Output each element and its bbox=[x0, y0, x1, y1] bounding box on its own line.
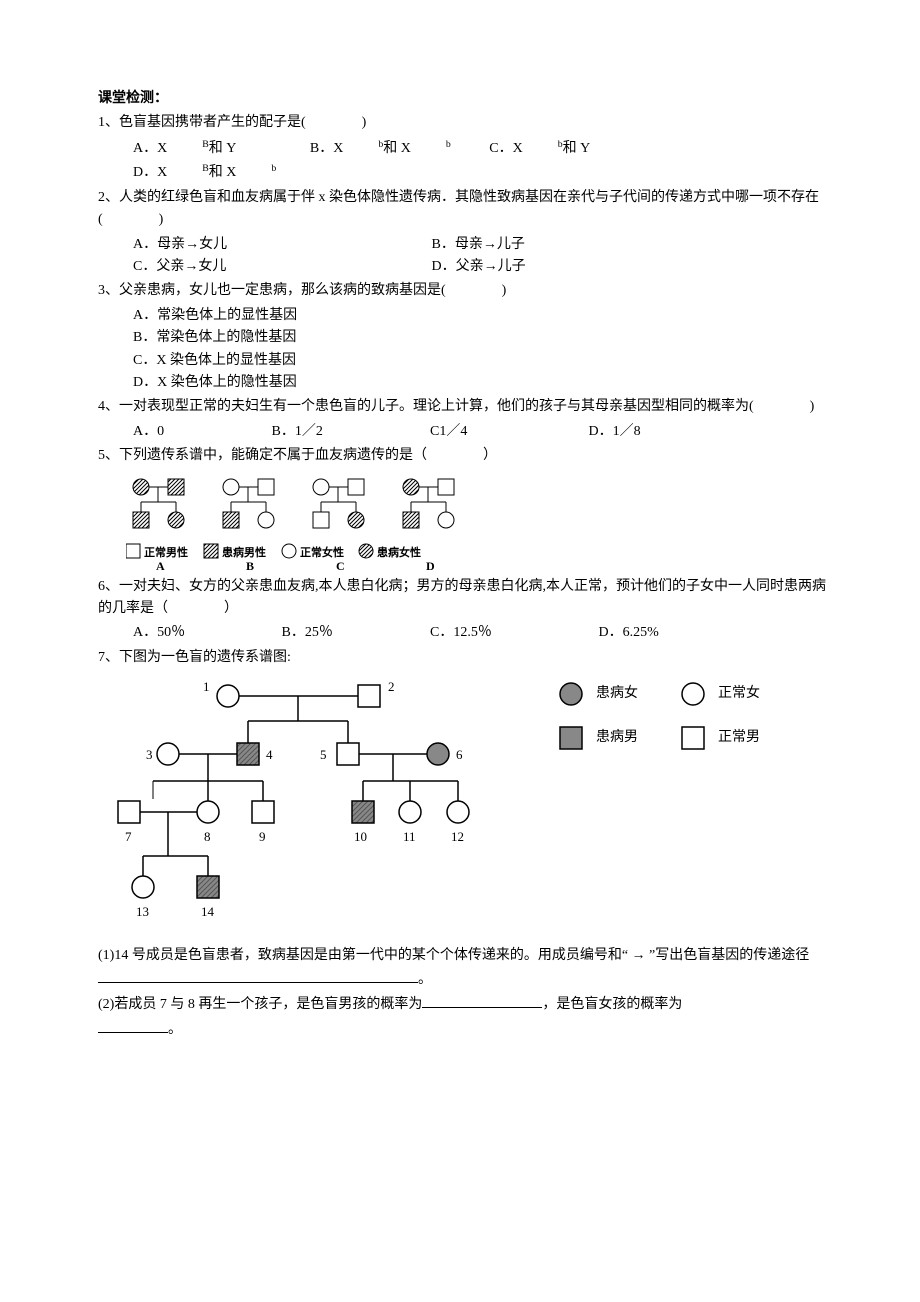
q7-legend: 患病女 正常女 患病男 正常男 bbox=[558, 671, 760, 751]
q2-optA: A．母亲→女儿 bbox=[133, 234, 393, 256]
svg-text:13: 13 bbox=[136, 904, 149, 919]
q6-optA: A．50％ bbox=[133, 622, 243, 644]
q7-sub2-tail: 。 bbox=[98, 1018, 838, 1041]
q7-sub2: (2)若成员 7 与 8 再生一个孩子，是色盲男孩的概率为，是色盲女孩的概率为 bbox=[98, 993, 838, 1016]
q3-optA: A．常染色体上的显性基因 bbox=[98, 305, 838, 327]
q5-legend-am: 患病男性 bbox=[222, 545, 266, 559]
q7-figure-row: 1 2 3 4 5 6 bbox=[98, 671, 838, 931]
blank-line bbox=[98, 1018, 168, 1033]
svg-text:12: 12 bbox=[451, 829, 464, 844]
svg-text:6: 6 bbox=[456, 747, 463, 762]
q2-optC: C．父亲→女儿 bbox=[133, 256, 393, 278]
q3-optC: C．X 染色体上的显性基因 bbox=[98, 350, 838, 372]
q6-stem: 6、一对夫妇、女方的父亲患血友病,本人患白化病；男方的母亲患白化病,本人正常，预… bbox=[98, 576, 838, 621]
q3-stem: 3、父亲患病，女儿也一定患病，那么该病的致病基因是( ) bbox=[98, 280, 838, 302]
q6-optC: C．12.5％ bbox=[430, 622, 560, 644]
svg-text:9: 9 bbox=[259, 829, 266, 844]
q4-optD: D．1／8 bbox=[589, 421, 641, 443]
q7-legend-nm: 正常男 bbox=[718, 727, 760, 749]
svg-text:8: 8 bbox=[204, 829, 211, 844]
svg-text:5: 5 bbox=[320, 747, 327, 762]
q2-options-row2: C．父亲→女儿 D．父亲→儿子 bbox=[98, 256, 838, 278]
q4-optC: C1／4 bbox=[430, 421, 550, 443]
q1-stem: 1、色盲基因携带者产生的配子是( ) bbox=[98, 112, 838, 134]
svg-text:B: B bbox=[246, 559, 254, 572]
q4-options: A．0 B．1／2 C1／4 D．1／8 bbox=[98, 421, 838, 443]
q6-optD: D．6.25% bbox=[599, 622, 659, 644]
svg-text:1: 1 bbox=[203, 679, 210, 694]
q1-optB: B．Xb 和 Xb bbox=[310, 137, 451, 161]
q5-stem: 5、下列遗传系谱中，能确定不属于血友病遗传的是（ ） bbox=[98, 445, 838, 467]
q6-options: A．50％ B．25％ C．12.5％ D．6.25% bbox=[98, 622, 838, 644]
svg-text:2: 2 bbox=[388, 679, 395, 694]
q1-optC: C．Xb 和 Y bbox=[489, 137, 625, 161]
blank-line bbox=[98, 968, 418, 983]
q1-optA: A．XB 和 Y bbox=[133, 137, 271, 161]
section-heading: 课堂检测： bbox=[98, 88, 838, 110]
q4-optA: A．0 bbox=[133, 421, 233, 443]
q2-stem: 2、人类的红绿色盲和血友病属于伴 x 染色体隐性遗传病．其隐性致病基因在亲代与子… bbox=[98, 187, 838, 232]
svg-text:4: 4 bbox=[266, 747, 273, 762]
q7-legend-af: 患病女 bbox=[596, 683, 638, 705]
q7-sub1: (1)14 号成员是色盲患者，致病基因是由第一代中的某个个体传递来的。用成员编号… bbox=[98, 945, 838, 991]
q7-stem: 7、下图为一色盲的遗传系谱图: bbox=[98, 647, 838, 669]
q5-legend-nm: 正常男性 bbox=[144, 545, 188, 559]
q1-options: A．XB 和 Y B．Xb 和 Xb C．Xb 和 Y D．XB 和 Xb bbox=[98, 137, 838, 185]
svg-text:C: C bbox=[336, 559, 345, 572]
svg-text:A: A bbox=[156, 559, 165, 572]
svg-text:7: 7 bbox=[125, 829, 132, 844]
q4-optB: B．1／2 bbox=[272, 421, 392, 443]
svg-text:11: 11 bbox=[403, 829, 416, 844]
q7-pedigree-svg: 1 2 3 4 5 6 bbox=[98, 671, 528, 931]
q2-optD: D．父亲→儿子 bbox=[432, 256, 526, 278]
q6-optB: B．25％ bbox=[282, 622, 392, 644]
svg-text:14: 14 bbox=[201, 904, 215, 919]
q5-legend-nf: 正常女性 bbox=[300, 545, 344, 559]
q7-legend-nf: 正常女 bbox=[718, 683, 760, 705]
q3-optB: B．常染色体上的隐性基因 bbox=[98, 327, 838, 349]
q5-pedigrees: 正常男性 患病男性 正常女性 患病女性 A B C D bbox=[98, 472, 838, 572]
q7-legend-am: 患病男 bbox=[596, 727, 638, 749]
q3-optD: D．X 染色体上的隐性基因 bbox=[98, 372, 838, 394]
q2-optB: B．母亲→儿子 bbox=[432, 234, 525, 256]
q4-stem: 4、一对表现型正常的夫妇生有一个患色盲的儿子。理论上计算，他们的孩子与其母亲基因… bbox=[98, 396, 838, 418]
q5-pedigree-svg: 正常男性 患病男性 正常女性 患病女性 A B C D bbox=[126, 472, 486, 572]
blank-line bbox=[422, 993, 542, 1008]
q2-options-row1: A．母亲→女儿 B．母亲→儿子 bbox=[98, 234, 838, 256]
q5-legend-af: 患病女性 bbox=[377, 545, 421, 559]
svg-text:3: 3 bbox=[146, 747, 153, 762]
svg-text:10: 10 bbox=[354, 829, 367, 844]
svg-text:D: D bbox=[426, 559, 435, 572]
q1-optD: D．XB 和 Xb bbox=[133, 161, 276, 185]
